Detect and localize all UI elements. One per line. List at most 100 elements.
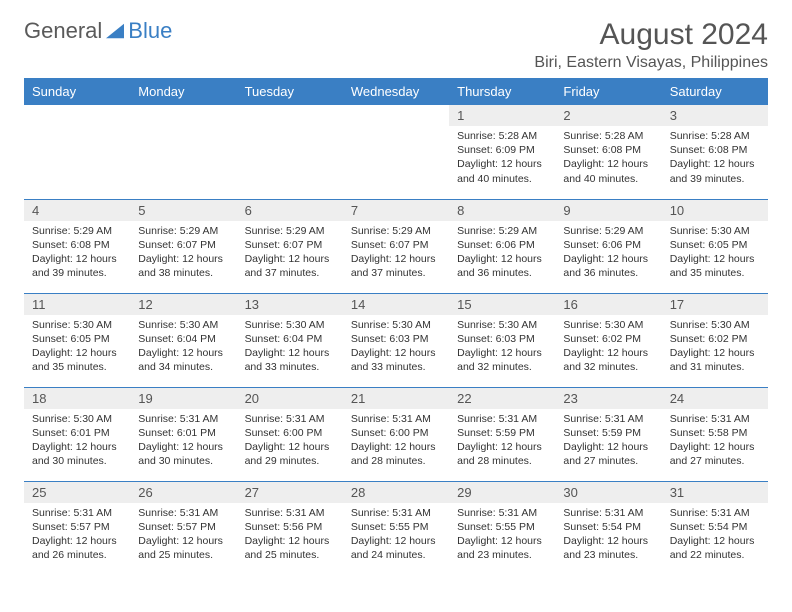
sunset-label: Sunset: [138,427,174,439]
day-number: 23 [555,388,661,409]
sunrise-label: Sunrise: [138,225,177,237]
sunset-label: Sunset: [32,239,68,251]
sunset-value: 5:55 PM [389,521,428,533]
daylight-label: Daylight: [563,441,604,453]
sunset-value: 6:03 PM [389,333,428,345]
sunset-value: 6:04 PM [177,333,216,345]
day-details: Sunrise: 5:30 AMSunset: 6:01 PMDaylight:… [24,409,130,475]
sunset-label: Sunset: [351,239,387,251]
weekday-header: Saturday [662,78,768,105]
sunrise-label: Sunrise: [670,507,709,519]
day-number: 31 [662,482,768,503]
sunrise-label: Sunrise: [138,507,177,519]
day-details: Sunrise: 5:29 AMSunset: 6:07 PMDaylight:… [130,221,236,287]
calendar-cell [237,105,343,199]
sunrise-label: Sunrise: [457,507,496,519]
day-details: Sunrise: 5:29 AMSunset: 6:06 PMDaylight:… [555,221,661,287]
daylight-label: Daylight: [138,347,179,359]
sunrise-label: Sunrise: [563,130,602,142]
sunset-value: 6:05 PM [71,333,110,345]
day-number: 26 [130,482,236,503]
day-number: 19 [130,388,236,409]
day-number: 12 [130,294,236,315]
sunrise-label: Sunrise: [245,507,284,519]
sunset-value: 6:07 PM [389,239,428,251]
calendar-cell: 14Sunrise: 5:30 AMSunset: 6:03 PMDayligh… [343,293,449,387]
sunrise-value: 5:31 AM [605,413,644,425]
day-details: Sunrise: 5:31 AMSunset: 5:58 PMDaylight:… [662,409,768,475]
sunrise-label: Sunrise: [138,319,177,331]
sunrise-value: 5:31 AM [711,507,750,519]
calendar-cell [130,105,236,199]
sunset-value: 5:57 PM [71,521,110,533]
calendar-cell: 15Sunrise: 5:30 AMSunset: 6:03 PMDayligh… [449,293,555,387]
sunrise-label: Sunrise: [138,413,177,425]
sunrise-value: 5:31 AM [499,507,538,519]
sunset-value: 6:04 PM [283,333,322,345]
calendar-cell [24,105,130,199]
weekday-header: Friday [555,78,661,105]
calendar-row: 1Sunrise: 5:28 AMSunset: 6:09 PMDaylight… [24,105,768,199]
sunset-value: 6:01 PM [177,427,216,439]
brand-part1: General [24,18,102,44]
sunset-value: 6:09 PM [496,144,535,156]
sunset-label: Sunset: [351,427,387,439]
sunrise-label: Sunrise: [670,319,709,331]
sunrise-value: 5:30 AM [180,319,219,331]
sunrise-label: Sunrise: [670,225,709,237]
sunrise-label: Sunrise: [32,413,71,425]
sunrise-value: 5:31 AM [286,413,325,425]
sunrise-label: Sunrise: [245,225,284,237]
daylight-label: Daylight: [670,441,711,453]
calendar-cell: 30Sunrise: 5:31 AMSunset: 5:54 PMDayligh… [555,481,661,575]
sunset-value: 5:58 PM [708,427,747,439]
day-details: Sunrise: 5:30 AMSunset: 6:04 PMDaylight:… [130,315,236,381]
sunrise-value: 5:28 AM [711,130,750,142]
sunrise-label: Sunrise: [457,225,496,237]
sunrise-label: Sunrise: [351,507,390,519]
day-details: Sunrise: 5:31 AMSunset: 6:01 PMDaylight:… [130,409,236,475]
sunrise-label: Sunrise: [563,413,602,425]
calendar-cell: 28Sunrise: 5:31 AMSunset: 5:55 PMDayligh… [343,481,449,575]
daylight-label: Daylight: [457,441,498,453]
sunset-label: Sunset: [563,144,599,156]
daylight-label: Daylight: [32,535,73,547]
daylight-label: Daylight: [563,347,604,359]
day-details: Sunrise: 5:31 AMSunset: 5:54 PMDaylight:… [555,503,661,569]
sunrise-value: 5:28 AM [499,130,538,142]
sunrise-value: 5:30 AM [711,225,750,237]
day-details: Sunrise: 5:31 AMSunset: 5:59 PMDaylight:… [449,409,555,475]
day-details: Sunrise: 5:31 AMSunset: 5:55 PMDaylight:… [343,503,449,569]
calendar-cell: 6Sunrise: 5:29 AMSunset: 6:07 PMDaylight… [237,199,343,293]
sunset-value: 5:57 PM [177,521,216,533]
day-number: 3 [662,105,768,126]
sunset-value: 6:08 PM [602,144,641,156]
day-details: Sunrise: 5:28 AMSunset: 6:08 PMDaylight:… [662,126,768,192]
day-number: 5 [130,200,236,221]
sunrise-label: Sunrise: [670,413,709,425]
sunrise-label: Sunrise: [32,507,71,519]
calendar-cell: 2Sunrise: 5:28 AMSunset: 6:08 PMDaylight… [555,105,661,199]
sunset-value: 6:06 PM [602,239,641,251]
page-header: General Blue August 2024 Biri, Eastern V… [24,18,768,72]
calendar-cell: 11Sunrise: 5:30 AMSunset: 6:05 PMDayligh… [24,293,130,387]
daylight-label: Daylight: [670,158,711,170]
day-number: 7 [343,200,449,221]
calendar-cell: 25Sunrise: 5:31 AMSunset: 5:57 PMDayligh… [24,481,130,575]
day-number: 17 [662,294,768,315]
sunset-value: 5:54 PM [708,521,747,533]
day-number: 24 [662,388,768,409]
calendar-cell: 20Sunrise: 5:31 AMSunset: 6:00 PMDayligh… [237,387,343,481]
day-details: Sunrise: 5:30 AMSunset: 6:05 PMDaylight:… [24,315,130,381]
daylight-label: Daylight: [245,253,286,265]
day-number: 11 [24,294,130,315]
daylight-label: Daylight: [670,253,711,265]
sunrise-value: 5:31 AM [180,413,219,425]
sunset-value: 6:07 PM [283,239,322,251]
calendar-cell: 5Sunrise: 5:29 AMSunset: 6:07 PMDaylight… [130,199,236,293]
sunrise-value: 5:31 AM [605,507,644,519]
daylight-label: Daylight: [138,535,179,547]
sunrise-label: Sunrise: [563,225,602,237]
sunrise-value: 5:30 AM [73,319,112,331]
sunset-label: Sunset: [563,521,599,533]
